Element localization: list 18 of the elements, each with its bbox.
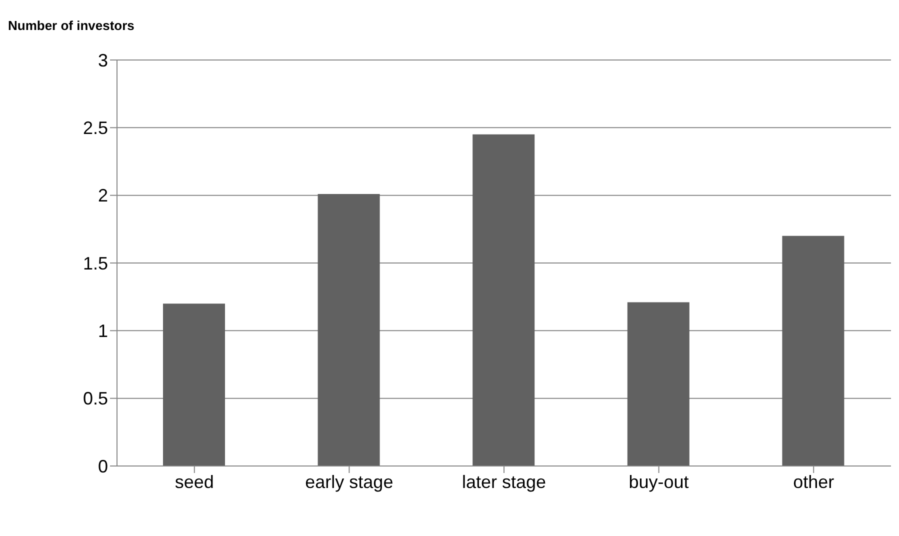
y-axis-title: Number of investors (8, 18, 134, 33)
y-tick-label: 3 (98, 50, 108, 70)
x-tick-label: other (793, 472, 834, 492)
y-tick-label: 0.5 (82, 388, 108, 409)
bar (163, 304, 225, 466)
bar (318, 194, 380, 466)
y-tick-label: 0 (98, 456, 108, 476)
x-tick-label: buy-out (628, 472, 689, 492)
bar (472, 134, 535, 466)
x-tick-label: later stage (462, 472, 546, 492)
y-tick-label: 2.5 (82, 118, 108, 138)
bar (782, 236, 844, 466)
bar (627, 302, 690, 466)
y-tick-label: 1.5 (82, 253, 108, 274)
y-tick-label: 2 (98, 186, 108, 206)
y-tick-label: 1 (98, 321, 108, 342)
x-tick-label: early stage (305, 472, 394, 492)
x-tick-label: seed (174, 472, 214, 492)
